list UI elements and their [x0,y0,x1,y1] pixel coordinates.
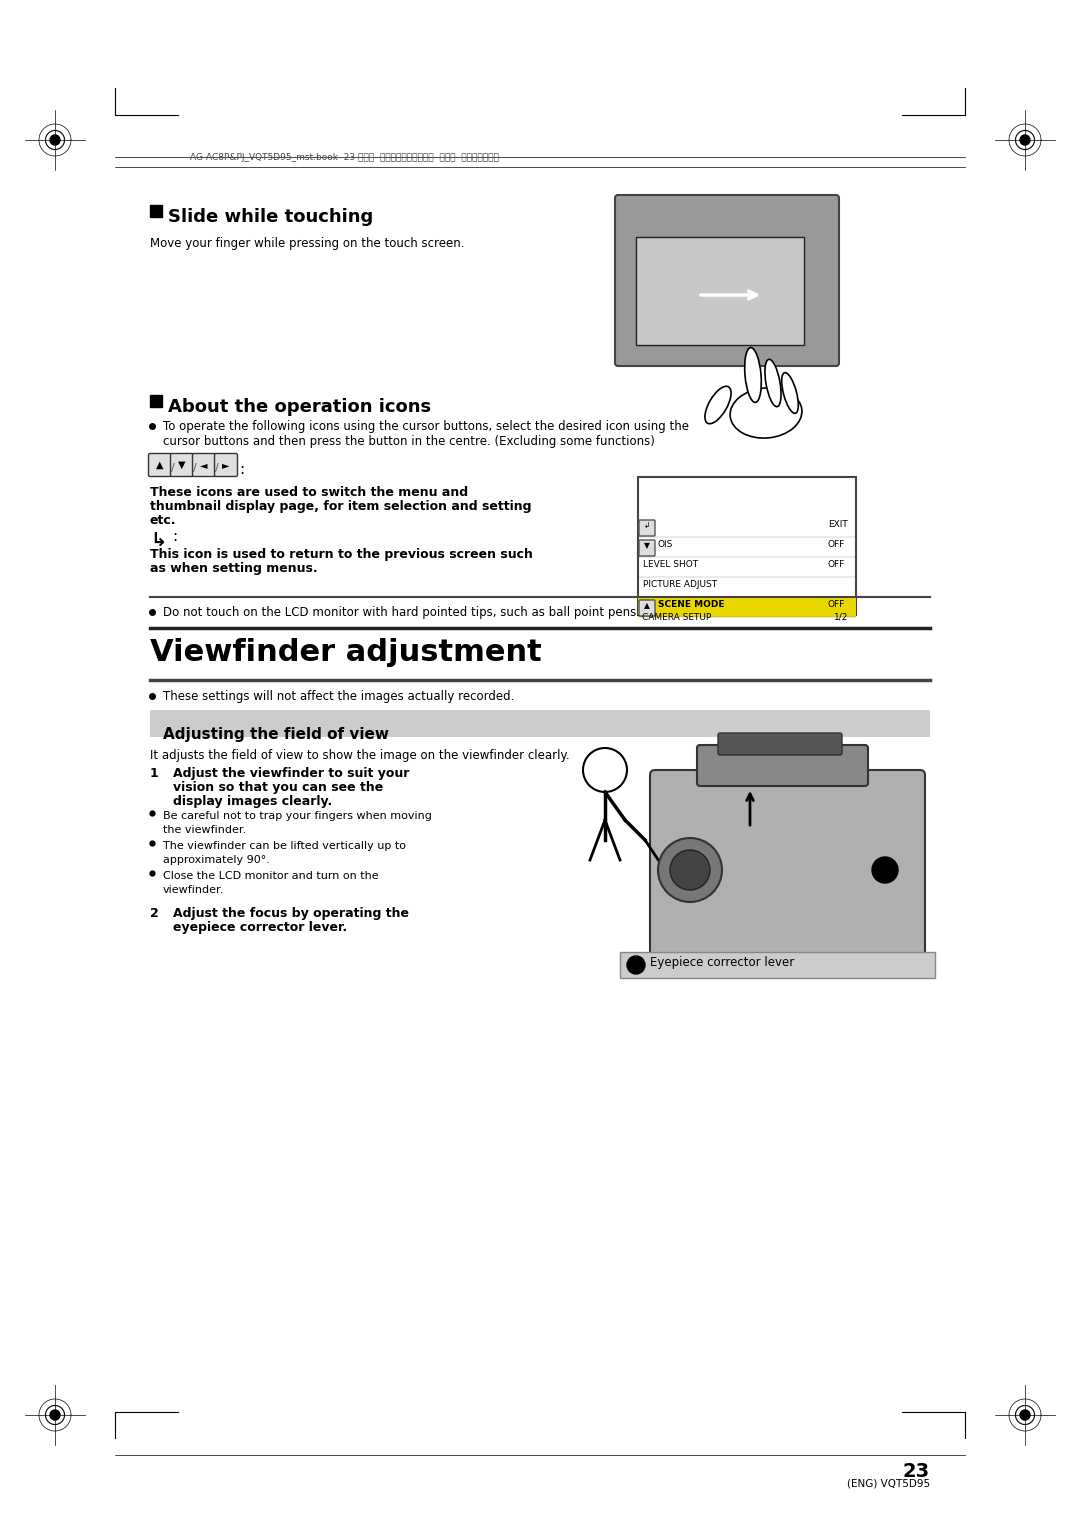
Bar [638,478,856,615]
Text: The viewfinder can be lifted vertically up to: The viewfinder can be lifted vertically … [163,841,406,852]
Ellipse shape [745,348,761,403]
Bar [638,613,856,617]
Text: viewfinder.: viewfinder. [163,885,225,896]
Text: LEVEL SHOT: LEVEL SHOT [643,560,698,569]
Circle shape [50,134,60,145]
Circle shape [1020,134,1030,145]
FancyBboxPatch shape [171,453,193,476]
FancyBboxPatch shape [615,195,839,366]
FancyBboxPatch shape [639,520,654,536]
FancyBboxPatch shape [149,453,172,476]
Text: OFF: OFF [828,560,846,569]
Text: eyepiece corrector lever.: eyepiece corrector lever. [173,922,347,934]
Text: (ENG) VQT5D95: (ENG) VQT5D95 [847,1479,930,1488]
Text: thumbnail display page, for item selection and setting: thumbnail display page, for item selecti… [150,501,531,513]
Text: CAMERA SETUP: CAMERA SETUP [642,613,712,623]
Text: :: : [172,530,177,543]
Text: 23: 23 [903,1462,930,1482]
Text: It adjusts the field of view to show the image on the viewfinder clearly.: It adjusts the field of view to show the… [150,749,569,761]
Circle shape [872,858,897,884]
Text: OIS: OIS [658,540,673,549]
Ellipse shape [765,359,781,406]
Text: ▲: ▲ [644,601,650,610]
Text: Move your finger while pressing on the touch screen.: Move your finger while pressing on the t… [150,237,464,250]
FancyBboxPatch shape [639,600,654,617]
Text: SCENE MODE: SCENE MODE [658,600,725,609]
Circle shape [50,1410,60,1421]
Text: display images clearly.: display images clearly. [173,795,333,807]
Text: /: / [193,462,197,473]
Text: EXIT: EXIT [828,520,848,530]
Text: Adjust the viewfinder to suit your: Adjust the viewfinder to suit your [173,768,409,780]
Text: Close the LCD monitor and turn on the: Close the LCD monitor and turn on the [163,871,379,881]
Circle shape [1020,1410,1030,1421]
Text: To operate the following icons using the cursor buttons, select the desired icon: To operate the following icons using the… [163,420,689,433]
Text: ▼: ▼ [178,459,186,470]
Bar [150,710,930,737]
Text: :: : [239,462,244,478]
FancyBboxPatch shape [650,771,924,971]
Text: cursor buttons and then press the button in the centre. (Excluding some function: cursor buttons and then press the button… [163,435,654,449]
FancyBboxPatch shape [215,453,238,476]
Ellipse shape [730,388,802,438]
Text: A: A [633,960,639,969]
Text: AG-AC8P&PJ_VQT5D95_mst.book  23 ページ  ２０１３年８月２９日  木曜日  午前１１時５分: AG-AC8P&PJ_VQT5D95_mst.book 23 ページ ２０１３年… [190,153,499,162]
Text: These settings will not affect the images actually recorded.: These settings will not affect the image… [163,690,514,703]
Text: 2: 2 [150,906,159,920]
Text: 1: 1 [150,768,159,780]
Text: Do not touch on the LCD monitor with hard pointed tips, such as ball point pens.: Do not touch on the LCD monitor with har… [163,606,640,620]
Circle shape [627,955,645,974]
Text: etc.: etc. [150,514,176,526]
Text: Viewfinder adjustment: Viewfinder adjustment [150,638,542,667]
Bar [638,597,856,617]
Text: 1/2: 1/2 [834,613,849,623]
Bar [150,204,162,217]
Text: as when setting menus.: as when setting menus. [150,562,318,575]
Circle shape [670,850,710,890]
Text: approximately 90°.: approximately 90°. [163,855,270,865]
Text: /: / [215,462,219,473]
Text: A: A [880,865,889,874]
Text: ►: ► [222,459,230,470]
Bar [638,597,856,615]
Text: Eyepiece corrector lever: Eyepiece corrector lever [650,955,794,969]
Text: ▼: ▼ [644,542,650,551]
Text: Be careful not to trap your fingers when moving: Be careful not to trap your fingers when… [163,810,432,821]
Circle shape [583,748,627,792]
Text: /: / [171,462,175,473]
Text: Slide while touching: Slide while touching [168,208,374,226]
Text: Adjust the focus by operating the: Adjust the focus by operating the [173,906,409,920]
Ellipse shape [705,386,731,424]
Text: This icon is used to return to the previous screen such: This icon is used to return to the previ… [150,548,532,562]
Bar [636,237,804,345]
Text: Adjusting the field of view: Adjusting the field of view [163,726,389,742]
Ellipse shape [782,372,798,414]
FancyBboxPatch shape [639,540,654,555]
FancyBboxPatch shape [697,745,868,786]
Text: PICTURE ADJUST: PICTURE ADJUST [643,580,717,589]
Text: ↳: ↳ [150,533,166,551]
Bar [620,952,935,978]
Text: OFF: OFF [828,540,846,549]
Bar [150,395,162,407]
FancyBboxPatch shape [192,453,216,476]
Text: the viewfinder.: the viewfinder. [163,826,246,835]
Text: ▲: ▲ [157,459,164,470]
Text: These icons are used to switch the menu and: These icons are used to switch the menu … [150,485,468,499]
Text: About the operation icons: About the operation icons [168,398,431,417]
Text: OFF: OFF [828,600,846,609]
Text: vision so that you can see the: vision so that you can see the [173,781,383,794]
FancyBboxPatch shape [718,732,842,755]
Text: ↲: ↲ [644,522,650,531]
Text: ◄: ◄ [200,459,207,470]
Circle shape [658,838,723,902]
